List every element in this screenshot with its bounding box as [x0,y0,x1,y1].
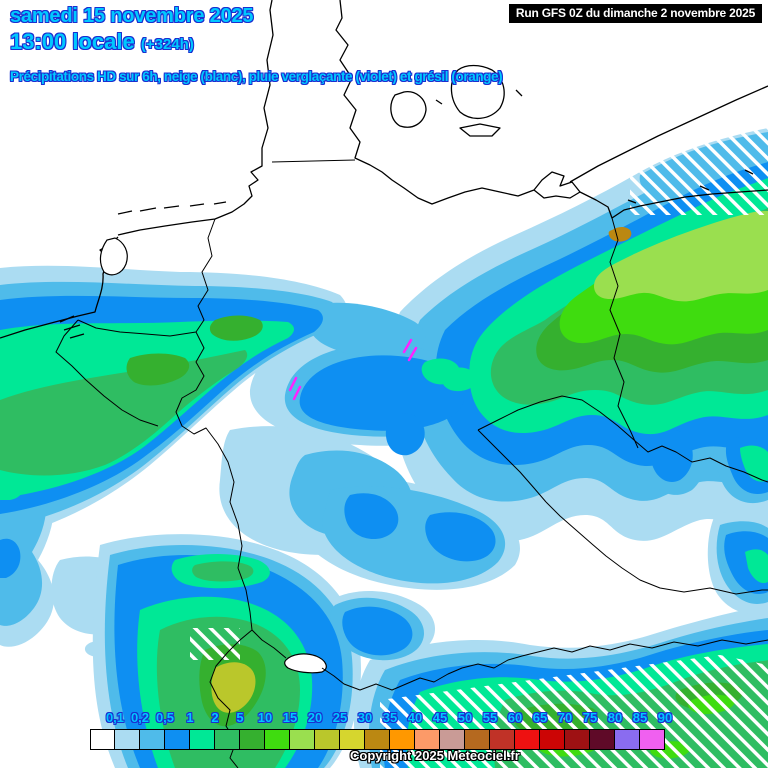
legend-cell-18 [540,729,565,750]
run-info-box: Run GFS 0Z du dimanche 2 novembre 2025 [509,4,762,23]
legend-label-19: 75 [582,710,598,725]
freezing-rain-markers [288,338,418,401]
legend-cell-4 [190,729,215,750]
snow-hatch-jura [190,628,240,660]
legend-label-12: 40 [407,710,423,725]
legend-cell-22 [640,729,665,750]
legend-cell-19 [565,729,590,750]
precip-core-spot [608,227,632,242]
legend-label-3: 1 [186,710,194,725]
legend-cell-16 [490,729,515,750]
precip-layer-15 [594,211,768,302]
forecast-time: 13:00 locale (+324h) [10,29,194,55]
map-subtitle: Précipitations HD sur 6h, neige (blanc),… [10,69,503,84]
legend-label-8: 20 [307,710,323,725]
legend-label-22: 90 [657,710,673,725]
legend-cell-21 [615,729,640,750]
coastlines [0,0,768,339]
legend-cell-12 [390,729,415,750]
legend-cell-3 [165,729,190,750]
legend-label-21: 85 [632,710,648,725]
legend-label-1: 0,2 [130,710,150,725]
legend-cell-2 [140,729,165,750]
lakes [99,237,327,674]
legend-cell-5 [215,729,240,750]
legend-label-6: 10 [257,710,273,725]
precip-layer-20 [211,662,256,713]
forecast-time-value: 13:00 locale [10,29,135,54]
legend-label-14: 50 [457,710,473,725]
forecast-date: samedi 15 novembre 2025 [10,5,254,27]
legend-cell-6 [240,729,265,750]
legend-color-scale [90,729,665,750]
legend-cell-7 [265,729,290,750]
legend-label-20: 80 [607,710,623,725]
legend-cell-8 [290,729,315,750]
country-borders [55,159,768,768]
legend-cell-13 [415,729,440,750]
legend-label-9: 25 [332,710,348,725]
legend-label-11: 35 [382,710,398,725]
legend-cell-11 [365,729,390,750]
legend-cell-14 [440,729,465,750]
legend-label-7: 15 [282,710,298,725]
legend-cell-17 [515,729,540,750]
legend-label-15: 55 [482,710,498,725]
snow-hatch-northeast [630,92,768,215]
legend-label-16: 60 [507,710,523,725]
legend-label-0: 0,1 [105,710,125,725]
legend-label-2: 0,5 [155,710,175,725]
legend-label-5: 5 [236,710,244,725]
legend-cell-15 [465,729,490,750]
legend-label-13: 45 [432,710,448,725]
legend-label-18: 70 [557,710,573,725]
legend-cell-9 [315,729,340,750]
copyright-text: Copyright 2025 Meteociel.fr [350,748,520,763]
legend-cell-1 [115,729,140,750]
legend-label-4: 2 [211,710,219,725]
legend-label-17: 65 [532,710,548,725]
forecast-offset: (+324h) [140,36,194,53]
legend-cell-20 [590,729,615,750]
legend-label-10: 30 [357,710,373,725]
legend-cell-0 [90,729,115,750]
legend-cell-10 [340,729,365,750]
